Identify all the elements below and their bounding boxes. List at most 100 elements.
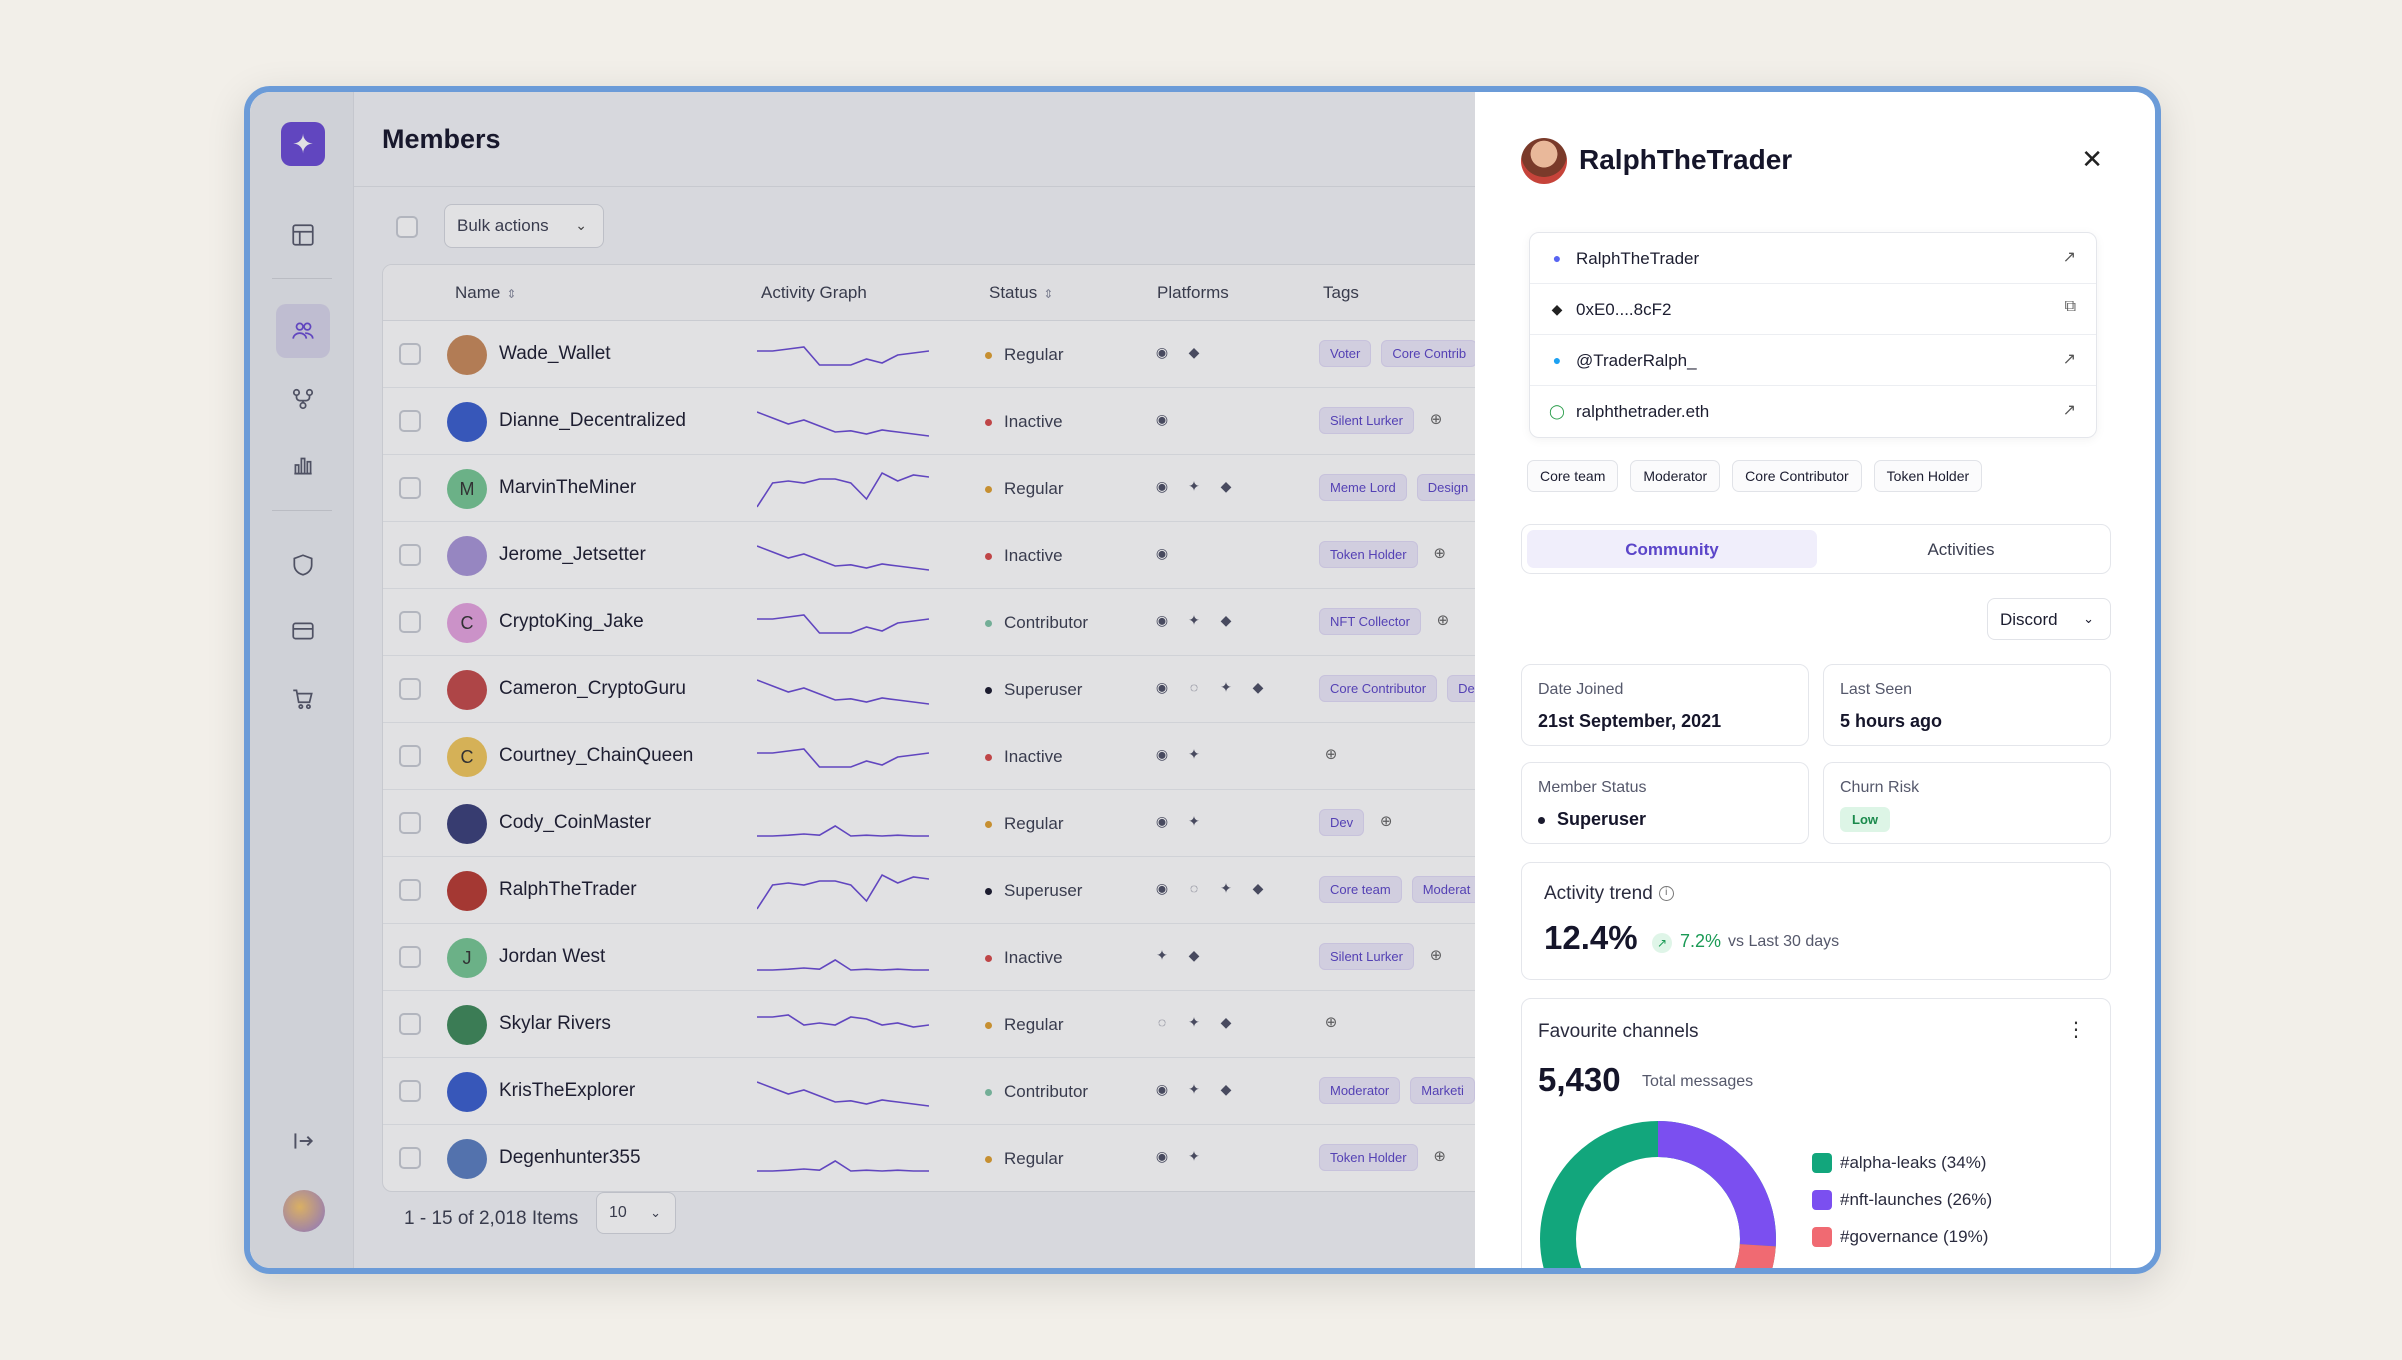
app-logo-icon[interactable]: ✦ xyxy=(281,122,325,166)
add-tag-icon[interactable]: ⊕ xyxy=(1433,1148,1446,1165)
members-icon[interactable] xyxy=(276,304,330,358)
tab-activities[interactable]: Activities xyxy=(1927,540,1995,559)
tag-badge[interactable]: Voter xyxy=(1319,340,1372,367)
member-name[interactable]: Courtney_ChainQueen xyxy=(499,745,694,766)
member-name[interactable]: Skylar Rivers xyxy=(499,1013,611,1034)
member-name[interactable]: Jerome_Jetsetter xyxy=(499,544,646,565)
table-row[interactable]: Skylar Rivers Regular ◌ ✦ ◆ ⊕ xyxy=(383,991,1491,1058)
row-checkbox[interactable] xyxy=(399,343,421,365)
platform-filter-select[interactable]: Discord ⌄ xyxy=(1987,598,2111,640)
table-row[interactable]: Jerome_Jetsetter Inactive ◉ Token Holder ⊕ xyxy=(383,522,1491,589)
tag-badge[interactable]: Moderator xyxy=(1319,1077,1401,1104)
member-name[interactable]: Jordan West xyxy=(499,946,606,967)
table-row[interactable]: KrisTheExplorer Contributor ◉ ✦ ◆ Moderator Ma… xyxy=(383,1058,1491,1125)
tag-badge[interactable]: NFT Collector xyxy=(1319,608,1421,635)
more-options-icon[interactable]: ⋮ xyxy=(2066,1019,2086,1041)
shield-icon[interactable] xyxy=(276,538,330,592)
member-name[interactable]: RalphTheTrader xyxy=(499,879,637,900)
tag-badge[interactable]: Marketi xyxy=(1410,1077,1475,1104)
row-checkbox[interactable] xyxy=(399,879,421,901)
add-tag-icon[interactable]: ⊕ xyxy=(1324,1014,1338,1031)
table-row[interactable]: Degenhunter355 Regular ◉ ✦ Token Holder ⊕ xyxy=(383,1125,1491,1191)
table-row[interactable]: J Jordan West Inactive ✦ ◆ Silent Lurker ⊕ xyxy=(383,924,1491,991)
member-avatar xyxy=(447,670,487,710)
member-name[interactable]: Cameron_CryptoGuru xyxy=(499,678,686,699)
channels-legend: #alpha-leaks (34%) #nft-launches (26%) #… xyxy=(1812,1153,1992,1264)
add-tag-icon[interactable]: ⊕ xyxy=(1436,612,1450,629)
row-checkbox[interactable] xyxy=(399,678,421,700)
row-checkbox[interactable] xyxy=(399,1080,421,1102)
bulk-actions-button[interactable]: Bulk actions ⌄ xyxy=(444,204,604,248)
tag-badge[interactable]: Token Holder xyxy=(1319,1144,1418,1171)
member-name[interactable]: Degenhunter355 xyxy=(499,1147,641,1168)
add-tag-icon[interactable]: ⊕ xyxy=(1429,947,1443,964)
copy-icon[interactable]: ⧉ xyxy=(2064,298,2076,315)
table-row[interactable]: C CryptoKing_Jake Contributor ◉ ✦ ◆ NFT Collec… xyxy=(383,589,1491,656)
member-tag[interactable]: Moderator xyxy=(1630,460,1721,492)
tag-badge[interactable]: Silent Lurker xyxy=(1319,407,1414,434)
user-avatar[interactable] xyxy=(283,1190,325,1232)
analytics-icon[interactable] xyxy=(276,438,330,492)
member-name[interactable]: Cody_CoinMaster xyxy=(499,812,652,833)
member-name[interactable]: MarvinTheMiner xyxy=(499,477,637,498)
member-tag[interactable]: Core Contributor xyxy=(1732,460,1862,492)
column-header-name[interactable]: Name ⇕ xyxy=(455,283,516,303)
lens-icon: ◯ xyxy=(1549,402,1565,419)
row-checkbox[interactable] xyxy=(399,410,421,432)
table-row[interactable]: Wade_Wallet Regular ◉ ◆ Voter Core Contrib xyxy=(383,321,1491,388)
row-checkbox[interactable] xyxy=(399,544,421,566)
member-name[interactable]: Dianne_Decentralized xyxy=(499,410,686,431)
status-text: Inactive xyxy=(1004,747,1063,766)
column-header-status[interactable]: Status ⇕ xyxy=(989,283,1053,303)
tags-cell: Token Holder ⊕ xyxy=(1319,541,1452,568)
table-row[interactable]: RalphTheTrader Superuser ◉ ◌ ✦ ◆ Core team Mode… xyxy=(383,857,1491,924)
close-icon[interactable]: ✕ xyxy=(2081,144,2103,174)
tag-badge[interactable]: Moderat xyxy=(1411,876,1482,903)
table-row[interactable]: C Courtney_ChainQueen Inactive ◉ ✦ ⊕ xyxy=(383,723,1491,790)
workflows-icon[interactable] xyxy=(276,372,330,426)
table-row[interactable]: Dianne_Decentralized Inactive ◉ Silent Lurk… xyxy=(383,388,1491,455)
member-name[interactable]: Wade_Wallet xyxy=(499,343,611,364)
logout-icon[interactable] xyxy=(276,1114,330,1168)
tag-badge[interactable]: Core team xyxy=(1319,876,1402,903)
per-page-select[interactable]: 10 ⌄ xyxy=(596,1192,676,1234)
member-name[interactable]: KrisTheExplorer xyxy=(499,1080,636,1101)
table-row[interactable]: Cameron_CryptoGuru Superuser ◉ ◌ ✦ ◆ Core Cont… xyxy=(383,656,1491,723)
column-name-label: Name xyxy=(455,283,501,302)
detail-tabs: Community Activities xyxy=(1521,524,2111,574)
row-checkbox[interactable] xyxy=(399,745,421,767)
select-all-checkbox[interactable] xyxy=(396,216,418,238)
row-checkbox[interactable] xyxy=(399,611,421,633)
cart-icon[interactable] xyxy=(276,672,330,726)
tag-badge[interactable]: Design xyxy=(1416,474,1480,501)
member-tag[interactable]: Token Holder xyxy=(1873,460,1983,492)
tag-badge[interactable]: Silent Lurker xyxy=(1319,943,1414,970)
row-checkbox[interactable] xyxy=(399,812,421,834)
row-checkbox[interactable] xyxy=(399,1013,421,1035)
member-name[interactable]: CryptoKing_Jake xyxy=(499,611,644,632)
tab-community[interactable]: Community xyxy=(1527,530,1817,568)
tag-badge[interactable]: Meme Lord xyxy=(1319,474,1407,501)
row-checkbox[interactable] xyxy=(399,946,421,968)
wallet-icon[interactable] xyxy=(276,604,330,658)
tag-badge[interactable]: Token Holder xyxy=(1319,541,1418,568)
add-tag-icon[interactable]: ⊕ xyxy=(1433,545,1446,562)
link-row-twitter: ● @TraderRalph_ ↗ xyxy=(1530,335,2096,386)
tag-badge[interactable]: Core Contrib xyxy=(1381,340,1478,367)
tag-badge[interactable]: Core Contributor xyxy=(1319,675,1438,702)
dashboard-icon[interactable] xyxy=(276,208,330,262)
row-checkbox[interactable] xyxy=(399,1147,421,1169)
row-checkbox[interactable] xyxy=(399,477,421,499)
add-tag-icon[interactable]: ⊕ xyxy=(1429,411,1443,428)
member-tag[interactable]: Core team xyxy=(1527,460,1619,492)
external-link-icon[interactable]: ↗ xyxy=(2062,402,2076,419)
info-icon[interactable]: i xyxy=(1658,886,1674,902)
ethereum-icon: ◆ xyxy=(1220,477,1232,494)
add-tag-icon[interactable]: ⊕ xyxy=(1324,746,1338,763)
table-row[interactable]: M MarvinTheMiner Regular ◉ ✦ ◆ Meme Lord Design xyxy=(383,455,1491,522)
external-link-icon[interactable]: ↗ xyxy=(2062,351,2076,368)
external-link-icon[interactable]: ↗ xyxy=(2062,249,2076,266)
table-row[interactable]: Cody_CoinMaster Regular ◉ ✦ Dev ⊕ xyxy=(383,790,1491,857)
tag-badge[interactable]: Dev xyxy=(1319,809,1365,836)
add-tag-icon[interactable]: ⊕ xyxy=(1379,813,1393,830)
